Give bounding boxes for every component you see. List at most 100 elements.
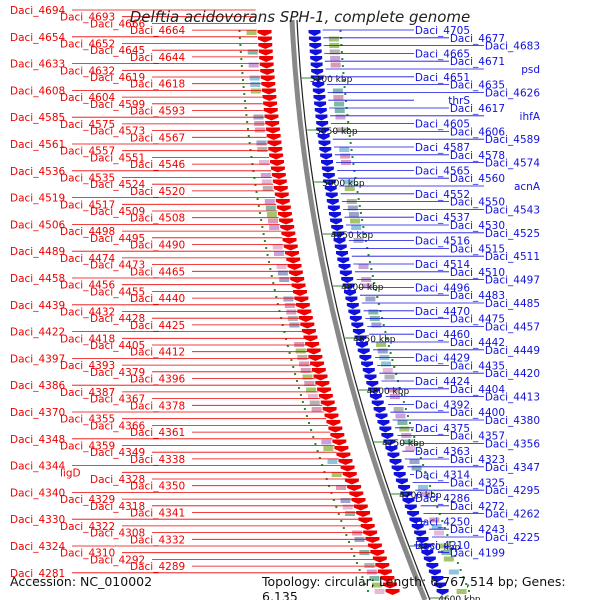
tick-dot	[384, 331, 387, 333]
gene-label-left: Daci_4593	[130, 106, 185, 118]
gene-label-right: Daci_4375	[415, 423, 470, 435]
tick-dot	[467, 590, 470, 592]
tick-dot	[262, 233, 265, 235]
tick-dot	[424, 471, 427, 473]
tick-dot	[263, 240, 266, 242]
feature-strip	[309, 400, 320, 406]
feature-strip	[409, 459, 420, 464]
tick-dot	[406, 415, 409, 417]
tick-dot	[276, 303, 279, 305]
forward-gene-arrow	[267, 140, 282, 147]
gene-label-right: Daci_4199	[450, 548, 505, 560]
gene-label-right: Daci_4325	[450, 477, 505, 489]
gene-label-left: Daci_4310	[60, 548, 115, 560]
reverse-gene-arrow	[330, 218, 343, 225]
forward-gene-arrow	[273, 186, 288, 192]
forward-gene-arrow	[279, 218, 294, 225]
tick-dot	[342, 527, 345, 529]
tick-dot	[266, 254, 269, 256]
tick-dot	[340, 44, 343, 46]
reverse-gene-arrow	[349, 316, 362, 322]
feature-strip	[266, 212, 277, 217]
forward-gene-arrow	[320, 400, 335, 407]
gene-label-right: Daci_4626	[485, 87, 541, 99]
gene-label-right: Daci_4683	[485, 41, 540, 53]
gene-label-left: Daci_4644	[130, 52, 186, 64]
gene-label-left: Daci_4618	[130, 79, 185, 91]
gene-bars	[246, 19, 467, 600]
feature-strip	[272, 244, 283, 250]
tick-dot	[332, 499, 335, 501]
tick-dot	[254, 184, 257, 186]
feature-strip	[249, 75, 260, 81]
reverse-gene-arrow	[385, 446, 398, 452]
gene-label-right: Daci_4635	[450, 80, 505, 92]
feature-strip	[348, 212, 359, 217]
feature-strip	[438, 543, 449, 549]
feature-strip	[388, 387, 399, 393]
feature-strip	[302, 374, 313, 380]
tick-dot	[356, 191, 359, 193]
feature-strip	[369, 576, 380, 581]
gene-label-left: Daci_4645	[90, 45, 145, 57]
reverse-gene-arrow	[317, 134, 330, 140]
forward-gene-arrow	[265, 127, 280, 134]
gene-label-left: Daci_4693	[60, 12, 115, 24]
gene-label-left: Daci_4396	[130, 374, 186, 386]
tick-dot	[358, 205, 361, 207]
tick-dot	[247, 135, 250, 137]
gene-label-left: Daci_4349	[90, 447, 145, 459]
reverse-gene-arrow	[433, 582, 446, 589]
feature-strip	[434, 530, 445, 536]
feature-strip	[254, 127, 265, 133]
gene-label-right: Daci_4514	[415, 259, 471, 271]
gene-label-right: Daci_4665	[415, 48, 470, 60]
tick-dot	[431, 492, 434, 494]
feature-strip	[350, 218, 361, 224]
forward-gene-arrow	[283, 244, 298, 251]
feature-strip	[264, 199, 275, 204]
tick-dot	[456, 562, 459, 564]
forward-gene-arrow	[300, 322, 315, 329]
forward-gene-arrow	[263, 101, 278, 108]
forward-gene-arrow	[360, 524, 375, 530]
feature-strip	[257, 147, 268, 152]
gene-label-left: Daci_4393	[60, 360, 115, 372]
tick-dot	[278, 310, 281, 312]
tick-dot	[340, 51, 343, 53]
feature-strip	[334, 108, 345, 113]
forward-gene-arrow	[385, 589, 400, 595]
tick-dot	[350, 149, 353, 151]
feature-strip	[311, 407, 322, 412]
feature-strip	[345, 511, 356, 516]
tick-dot	[351, 156, 354, 158]
gene-label-left: Daci_4520	[130, 186, 185, 198]
reverse-gene-arrow	[321, 160, 334, 166]
reverse-gene-arrow	[361, 361, 374, 368]
gene-label-right: Daci_4286	[415, 493, 471, 505]
reverse-gene-arrow	[318, 140, 331, 147]
feature-strip	[261, 179, 272, 185]
tick-dot	[417, 450, 420, 452]
forward-gene-arrow	[301, 329, 316, 335]
gene-label-right: Daci_4516	[415, 236, 471, 248]
tick-dot	[391, 359, 394, 361]
feature-strip	[334, 101, 345, 107]
forward-gene-arrow	[353, 504, 368, 511]
forward-gene-arrow	[284, 251, 299, 257]
tick-dot	[374, 289, 377, 291]
reverse-gene-arrow	[339, 270, 352, 277]
gene-label-left: Daci_4585	[10, 112, 65, 124]
forward-gene-arrow	[281, 231, 296, 238]
feature-strip	[377, 348, 388, 354]
gene-label-right: Daci_4497	[485, 275, 540, 287]
tick-dot	[357, 198, 360, 200]
tick-dot	[441, 520, 444, 522]
forward-gene-arrow	[308, 355, 323, 361]
gene-label-right: Daci_4250	[415, 516, 470, 528]
feature-strip	[368, 309, 379, 315]
reverse-gene-arrow	[391, 465, 404, 472]
forward-gene-arrow	[272, 179, 287, 186]
backbone-edge	[296, 19, 431, 600]
forward-gene-arrow	[298, 316, 313, 322]
